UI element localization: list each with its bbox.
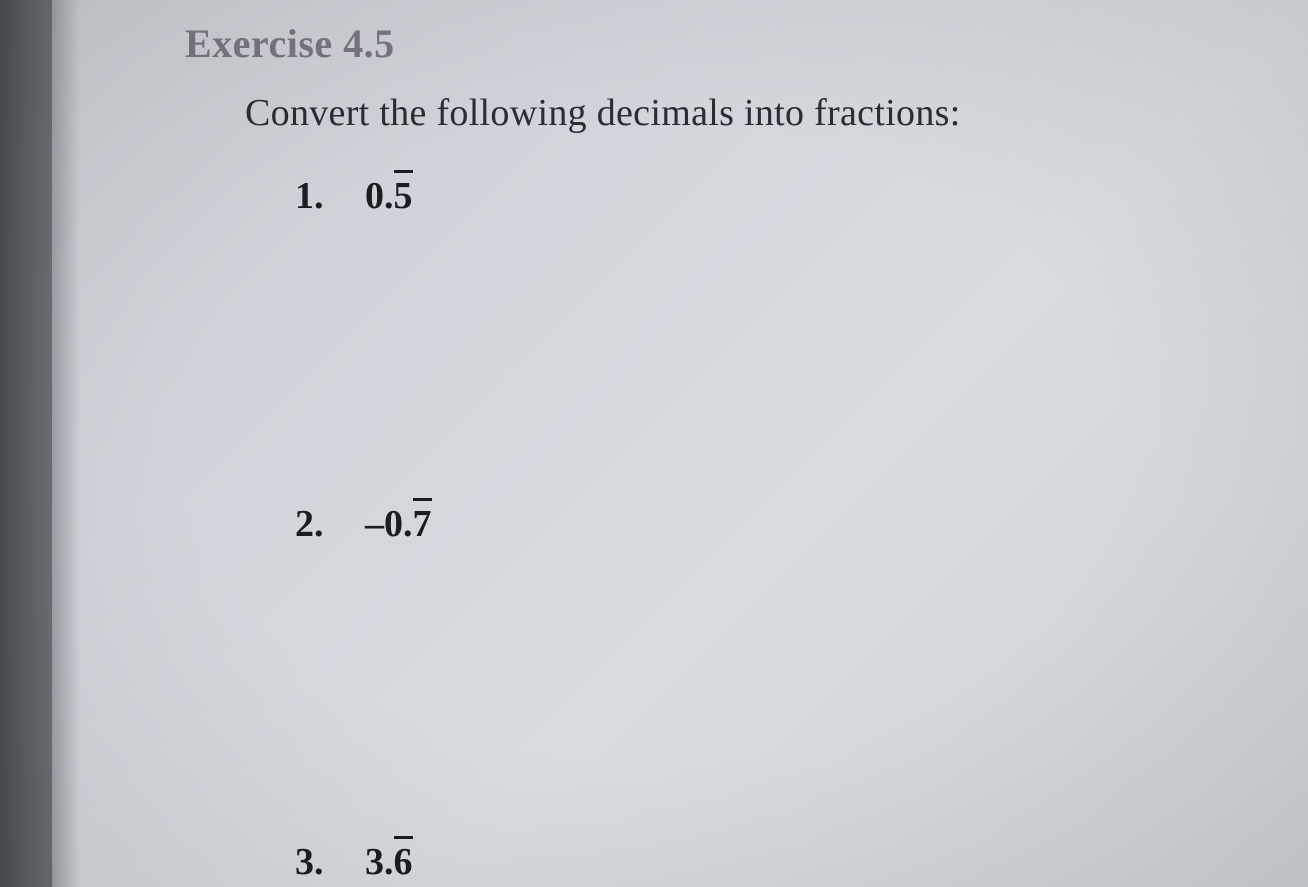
decimal-repeating: 5 xyxy=(394,170,413,218)
page-binding-edge xyxy=(0,0,52,887)
problem-item: 3. 3.6 xyxy=(295,836,1235,884)
decimal-repeating: 7 xyxy=(413,498,432,546)
decimal-prefix: 0. xyxy=(384,503,413,545)
decimal-sign: – xyxy=(365,503,384,545)
problem-list: 1. 0.5 2. –0.7 3. 3.6 xyxy=(295,170,1235,884)
page-binding-shadow xyxy=(52,0,80,887)
problem-number: 3. xyxy=(295,840,355,884)
problem-item: 1. 0.5 xyxy=(295,170,1235,218)
exercise-title: Exercise 4.5 xyxy=(185,20,1235,67)
exercise-instruction: Convert the following decimals into frac… xyxy=(245,91,1235,135)
decimal-prefix: 3. xyxy=(365,841,394,883)
problem-item: 2. –0.7 xyxy=(295,498,1235,546)
decimal-value: 3.6 xyxy=(365,836,413,884)
problem-number: 1. xyxy=(295,174,355,218)
decimal-prefix: 0. xyxy=(365,175,394,217)
decimal-repeating: 6 xyxy=(394,836,413,884)
page-content: Exercise 4.5 Convert the following decim… xyxy=(185,20,1235,884)
problem-number: 2. xyxy=(295,502,355,546)
decimal-value: 0.5 xyxy=(365,170,413,218)
decimal-value: –0.7 xyxy=(365,498,432,546)
